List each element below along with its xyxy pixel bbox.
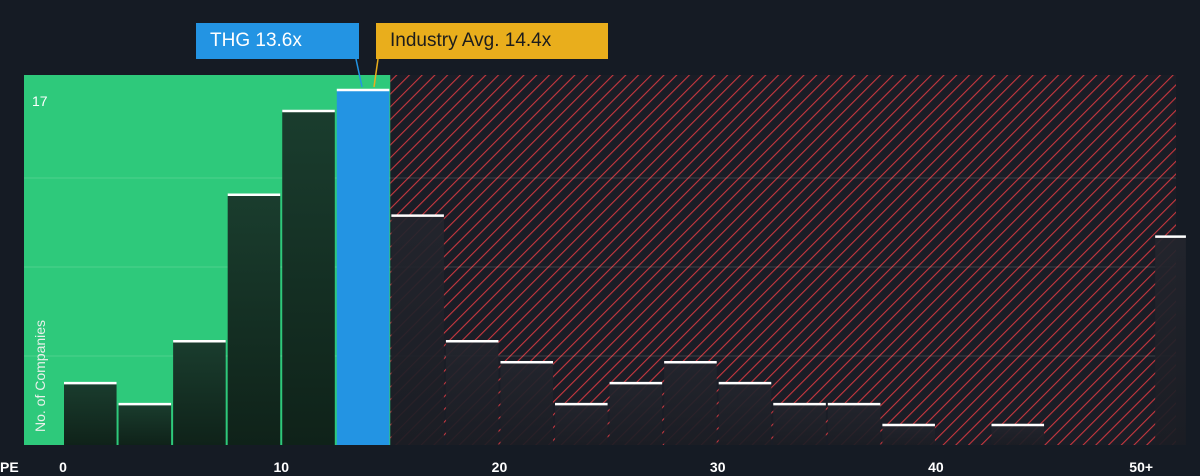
histogram-bar: [664, 361, 717, 445]
histogram-bar: [173, 340, 226, 445]
industry-avg-callout: Industry Avg. 14.4x: [376, 23, 608, 59]
histogram-bar: [64, 382, 117, 445]
company-pe-callout: THG 13.6x: [196, 23, 359, 59]
x-tick-label: 50+: [1129, 459, 1153, 475]
histogram-bar: [773, 403, 826, 445]
histogram-bar: [827, 403, 881, 445]
histogram-bar: [609, 382, 663, 445]
histogram-bar: [718, 382, 772, 445]
histogram-bar: [1155, 235, 1186, 445]
histogram-bar: [118, 403, 172, 445]
histogram-bar: [991, 424, 1045, 445]
x-tick-label: 20: [492, 459, 508, 475]
company-bar: [336, 89, 390, 445]
y-axis-title: No. of Companies: [32, 320, 48, 432]
x-tick-label: 0: [59, 459, 67, 475]
histogram-bar: [227, 193, 281, 445]
x-tick-labels: 0 10 20 30 40 50+: [59, 459, 1153, 475]
industry-pointer-line: [373, 58, 379, 88]
histogram-bar: [500, 361, 554, 445]
company-pointer-line: [355, 58, 363, 88]
histogram-bar: [555, 403, 608, 445]
bars: [64, 88, 1186, 446]
x-tick-label: 30: [710, 459, 726, 475]
histogram-bar: [391, 214, 444, 445]
histogram-bar: [282, 109, 335, 446]
y-max-label: 17: [32, 93, 48, 109]
histogram-bar: [445, 340, 499, 445]
x-tick-label: 40: [928, 459, 944, 475]
x-axis-title: PE: [0, 459, 19, 475]
histogram-bar: [882, 424, 935, 445]
x-tick-label: 10: [273, 459, 289, 475]
